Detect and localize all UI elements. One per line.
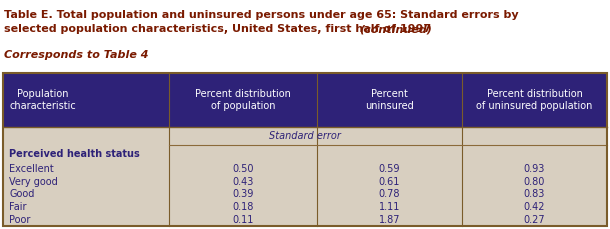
- Text: Poor: Poor: [9, 215, 30, 225]
- Text: Percent distribution
of population: Percent distribution of population: [195, 89, 291, 111]
- Text: 0.93: 0.93: [524, 164, 545, 174]
- Text: selected population characteristics, United States, first half of 1997: selected population characteristics, Uni…: [4, 24, 435, 34]
- Text: 0.80: 0.80: [524, 177, 545, 187]
- Text: 0.18: 0.18: [232, 202, 254, 212]
- Text: Good: Good: [9, 189, 34, 199]
- Text: 0.42: 0.42: [524, 202, 545, 212]
- Text: 0.78: 0.78: [379, 189, 400, 199]
- Text: 1.11: 1.11: [379, 202, 400, 212]
- Text: Perceived health status: Perceived health status: [9, 149, 140, 159]
- Text: Very good: Very good: [9, 177, 58, 187]
- Bar: [3, 127, 607, 226]
- Text: Standard error: Standard error: [269, 131, 341, 141]
- Text: 0.61: 0.61: [379, 177, 400, 187]
- Text: (continued): (continued): [359, 24, 432, 34]
- Text: 0.43: 0.43: [232, 177, 254, 187]
- Text: Population
characteristic: Population characteristic: [9, 89, 76, 111]
- Text: 0.27: 0.27: [524, 215, 545, 225]
- Text: 0.11: 0.11: [232, 215, 254, 225]
- Text: 0.50: 0.50: [232, 164, 254, 174]
- Text: Percent
uninsured: Percent uninsured: [365, 89, 414, 111]
- Text: Excellent: Excellent: [9, 164, 54, 174]
- Text: 1.87: 1.87: [379, 215, 400, 225]
- Text: 0.83: 0.83: [524, 189, 545, 199]
- Text: Corresponds to Table 4: Corresponds to Table 4: [4, 50, 148, 60]
- Text: 0.59: 0.59: [379, 164, 400, 174]
- Text: Fair: Fair: [9, 202, 26, 212]
- Text: 0.39: 0.39: [232, 189, 254, 199]
- Bar: [3, 73, 607, 226]
- Text: Table E. Total population and uninsured persons under age 65: Standard errors by: Table E. Total population and uninsured …: [4, 10, 518, 20]
- Text: Percent distribution
of uninsured population: Percent distribution of uninsured popula…: [476, 89, 593, 111]
- Bar: [3, 73, 607, 127]
